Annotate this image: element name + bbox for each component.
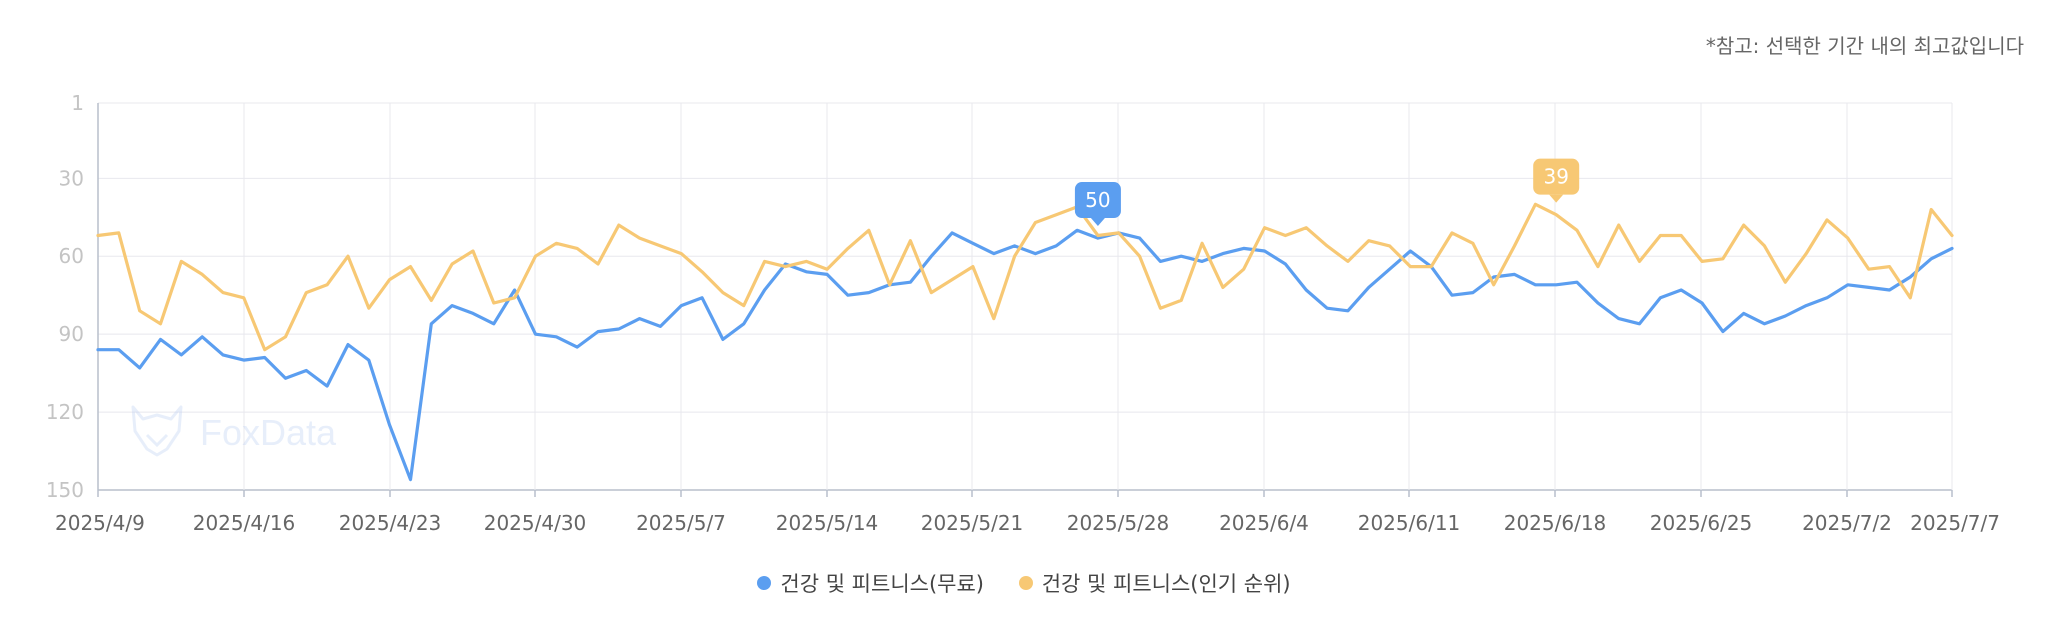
y-tick-label: 1 <box>71 91 84 115</box>
y-tick-label: 30 <box>59 166 84 190</box>
x-tick-label: 2025/7/2 <box>1802 511 1892 535</box>
tooltip-box <box>1074 182 1121 219</box>
tooltip-pointer <box>1549 194 1564 203</box>
x-tick-label: 2025/6/25 <box>1650 511 1753 535</box>
tooltip-value: 50 <box>1085 188 1110 212</box>
tooltip-value: 39 <box>1543 165 1568 189</box>
x-tick-label: 2025/5/7 <box>636 511 726 535</box>
legend-label-popular: 건강 및 피트니스(인기 순위) <box>1041 572 1291 596</box>
x-tick-label: 2025/4/16 <box>193 511 296 535</box>
legend-label-free: 건강 및 피트니스(무료) <box>780 572 984 596</box>
chart-note: *참고: 선택한 기간 내의 최고값입니다 <box>1705 34 2024 58</box>
y-tick-label: 150 <box>46 478 84 502</box>
tooltip-pointer <box>1090 218 1105 227</box>
series-line-popular <box>96 202 1954 352</box>
series-line-free <box>96 228 1954 482</box>
x-tick-label: 2025/4/9 <box>55 511 145 535</box>
y-tick-label: 120 <box>46 400 84 424</box>
x-tick-label: 2025/4/23 <box>339 511 442 535</box>
y-tick-label: 60 <box>59 244 84 268</box>
peak-tooltip-free: 50 <box>1074 182 1121 227</box>
x-tick-label: 2025/4/30 <box>484 511 587 535</box>
x-tick-label: 2025/5/21 <box>921 511 1024 535</box>
legend-dot-free <box>757 576 772 590</box>
watermark-text: FoxData <box>200 412 337 453</box>
x-tick-label: 2025/6/11 <box>1358 511 1461 535</box>
x-tick-label: 2025/7/7 <box>1910 511 2000 535</box>
peak-tooltip-popular: 39 <box>1533 158 1580 203</box>
x-tick-label: 2025/6/4 <box>1219 511 1309 535</box>
legend-item-free[interactable]: 건강 및 피트니스(무료) <box>757 568 984 598</box>
rank-line-chart: FoxData 1 30 60 90 120 150 2025/4/9 2025/4/16 2… <box>46 91 2000 535</box>
legend-item-popular[interactable]: 건강 및 피트니스(인기 순위) <box>1018 568 1291 598</box>
x-tick-label: 2025/5/28 <box>1067 511 1170 535</box>
x-tick-label: 2025/5/14 <box>776 511 879 535</box>
fox-logo-icon <box>131 405 183 457</box>
x-tick-label: 2025/6/18 <box>1504 511 1607 535</box>
legend-dot-popular <box>1018 576 1033 590</box>
chart-legend: 건강 및 피트니스(무료) 건강 및 피트니스(인기 순위) <box>0 568 2048 598</box>
tooltip-box <box>1533 158 1580 195</box>
y-tick-label: 90 <box>59 322 84 346</box>
foxdata-watermark: FoxData <box>131 405 337 457</box>
